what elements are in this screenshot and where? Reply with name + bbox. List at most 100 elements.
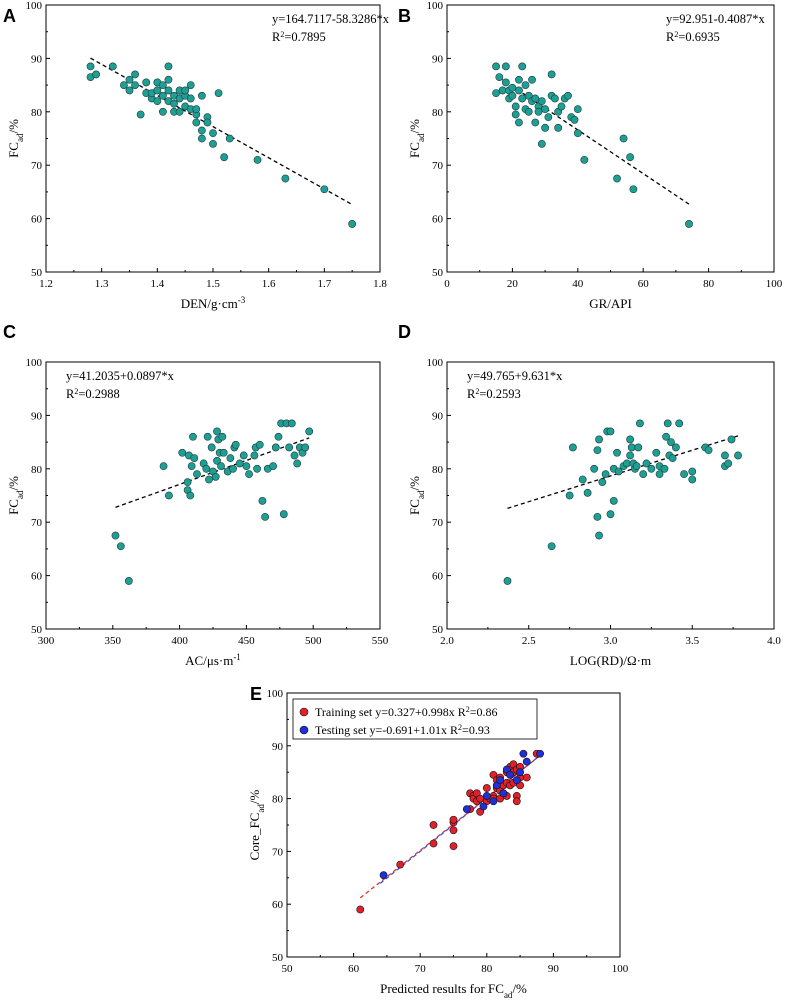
data-point — [508, 83, 517, 92]
data-point — [305, 427, 314, 436]
data-point — [636, 419, 644, 428]
data-point — [598, 478, 607, 487]
equation-label: y=164.7117-58.3286*x — [272, 12, 390, 26]
data-point — [164, 75, 173, 84]
x-tick-label: 0 — [444, 278, 450, 290]
r2-value: =0.2988 — [78, 387, 119, 401]
legend-fit-sup: 2 — [458, 723, 462, 732]
y-tick-label: 70 — [31, 160, 43, 172]
y-tick-label: 60 — [432, 571, 444, 583]
data-point — [626, 451, 635, 460]
r2-sup: 2 — [74, 387, 78, 396]
data-point — [245, 470, 253, 479]
data-point — [680, 470, 688, 479]
y-tick-label: 90 — [31, 410, 43, 422]
x-axis-label-sub: ad — [504, 990, 513, 1000]
data-point — [503, 577, 512, 585]
panel-label-a: A — [3, 6, 16, 26]
data-point — [626, 153, 635, 162]
plot-frame — [45, 361, 381, 630]
testing-point — [482, 792, 491, 800]
x-axis-label-main: GR/API — [589, 296, 632, 311]
legend-fit-label: y=-0.691+1.01x R — [370, 723, 459, 737]
r2-label: R2=0.7895 — [272, 30, 326, 45]
data-point — [125, 86, 134, 95]
x-axis-label: LOG(RD)/Ω·m — [570, 653, 651, 668]
data-point — [213, 456, 221, 465]
y-tick-label: 70 — [432, 160, 444, 172]
data-point — [211, 472, 220, 481]
data-point — [164, 86, 173, 95]
y-tick-label: 90 — [272, 741, 284, 753]
data-point — [239, 451, 248, 460]
training-point — [396, 860, 405, 869]
data-point — [609, 496, 618, 505]
training-point — [429, 839, 438, 848]
y-tick-label: 50 — [432, 624, 444, 636]
data-point — [269, 462, 278, 471]
data-point — [688, 467, 697, 476]
data-point — [660, 464, 669, 473]
data-point — [186, 94, 195, 103]
data-point — [116, 542, 125, 551]
y-axis-label-tail: /% — [6, 119, 21, 134]
r2-letter: R — [272, 30, 281, 44]
data-point — [131, 81, 139, 89]
y-axis-label-tail: /% — [247, 790, 262, 805]
data-point — [511, 102, 520, 111]
data-point — [534, 107, 543, 116]
data-point — [192, 118, 201, 127]
testing-point — [536, 749, 544, 758]
y-axis-label-sub: ad — [416, 490, 426, 499]
data-point — [213, 427, 221, 436]
data-point — [203, 432, 212, 441]
data-point — [547, 542, 556, 551]
data-point — [125, 75, 134, 84]
testing-point — [379, 871, 388, 880]
x-axis-label: Predicted results for FCad/% — [380, 981, 527, 1000]
data-point — [606, 510, 615, 519]
data-point — [258, 496, 267, 505]
y-tick-label: 70 — [31, 517, 43, 529]
x-tick-label: 3.5 — [685, 635, 699, 647]
data-point — [170, 99, 178, 108]
data-point — [537, 139, 546, 148]
y-axis-label-main: FC — [407, 142, 422, 158]
data-point — [595, 435, 603, 444]
y-axis-label-sub: ad — [15, 133, 25, 142]
y-axis-label-sub: ad — [256, 804, 266, 813]
panel-e: E 50 60 70 80 90 100 50 60 70 80 90 100 Predicted res… — [247, 684, 629, 1000]
x-axis-label: AC/μs·m-1 — [185, 652, 241, 668]
data-point — [727, 435, 736, 444]
plot-frame — [446, 4, 775, 273]
legend-marker-testing — [299, 725, 309, 735]
y-axis-label: FCad/% — [6, 476, 25, 515]
legend-marker-training — [299, 707, 309, 717]
data-point — [153, 86, 162, 95]
x-tick-label: 20 — [507, 278, 519, 290]
y-tick-label: 50 — [31, 267, 43, 279]
data-point — [142, 78, 151, 87]
data-point — [192, 105, 201, 114]
r2-value: =0.7895 — [284, 30, 325, 44]
data-point — [158, 91, 167, 100]
panel-label-d: D — [398, 322, 411, 342]
data-point — [721, 451, 729, 460]
y-axis-label-tail: /% — [6, 476, 21, 491]
x-tick-label: 500 — [305, 635, 322, 647]
x-tick-label: 300 — [38, 635, 55, 647]
y-tick-label: 60 — [272, 899, 284, 911]
data-point — [573, 129, 582, 138]
data-point — [235, 459, 244, 468]
data-point — [253, 155, 262, 164]
testing-point — [519, 749, 528, 758]
data-point — [663, 419, 672, 428]
equation-label: y=41.2035+0.0897*x — [66, 369, 175, 383]
y-tick-label: 60 — [432, 214, 444, 226]
testing-point — [489, 797, 498, 806]
y-tick-label: 100 — [26, 0, 43, 12]
data-point — [632, 462, 641, 471]
data-point — [667, 438, 675, 446]
y-tick-label: 60 — [31, 214, 43, 226]
